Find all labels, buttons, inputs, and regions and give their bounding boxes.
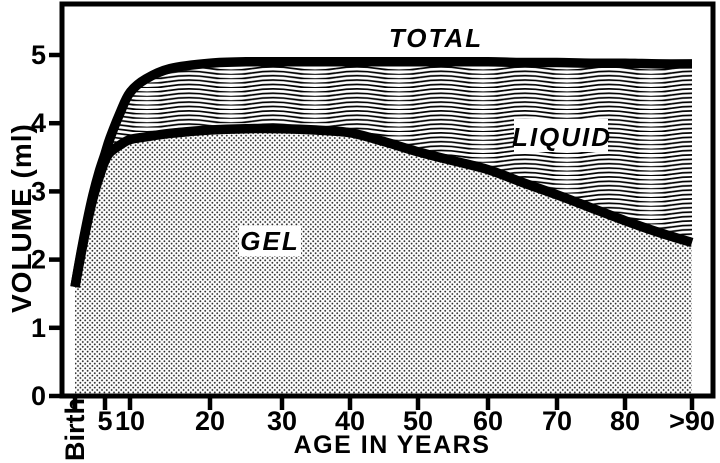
y-axis-title: VOLUME (ml) — [6, 123, 37, 313]
gel-region-area — [75, 128, 692, 394]
x-tick-label: 10 — [115, 406, 145, 436]
x-tick-label-birth: Birth — [60, 398, 90, 461]
x-tick-label: 40 — [335, 406, 365, 436]
data-curves — [70, 56, 694, 288]
x-tick-label: 70 — [542, 406, 572, 436]
x-axis-title: AGE IN YEARS — [294, 431, 491, 459]
y-tick-label: 0 — [31, 381, 46, 411]
y-tick-label: 2 — [31, 245, 46, 275]
y-tick-label: 1 — [31, 313, 46, 343]
x-tick-label: 60 — [473, 406, 503, 436]
y-axis-ticks: 0 1 2 3 4 5 — [31, 40, 60, 411]
x-tick-label: 50 — [403, 406, 433, 436]
x-axis-ticks: Birth 5 10 20 30 40 50 60 70 80 >90 — [60, 398, 715, 461]
region-fills — [75, 61, 692, 394]
y-tick-label: 4 — [31, 108, 46, 138]
x-tick-label: 30 — [267, 406, 297, 436]
gel-label-backing — [239, 226, 301, 256]
liquid-region-label: LIQUID — [512, 122, 612, 152]
total-region-label: TOTAL — [389, 23, 483, 53]
x-tick-label: 80 — [610, 406, 640, 436]
liquid-label-backing — [514, 119, 608, 152]
plot-border — [59, 1, 716, 399]
y-tick-label: 5 — [31, 40, 46, 70]
x-tick-label: >90 — [669, 406, 715, 436]
y-tick-label: 3 — [31, 176, 46, 206]
x-tick-label: 20 — [195, 406, 225, 436]
liquid-region-area — [105, 61, 692, 243]
total-curve — [70, 56, 693, 288]
x-tick-label: 5 — [97, 406, 112, 436]
gel-region-label: GEL — [240, 226, 299, 256]
